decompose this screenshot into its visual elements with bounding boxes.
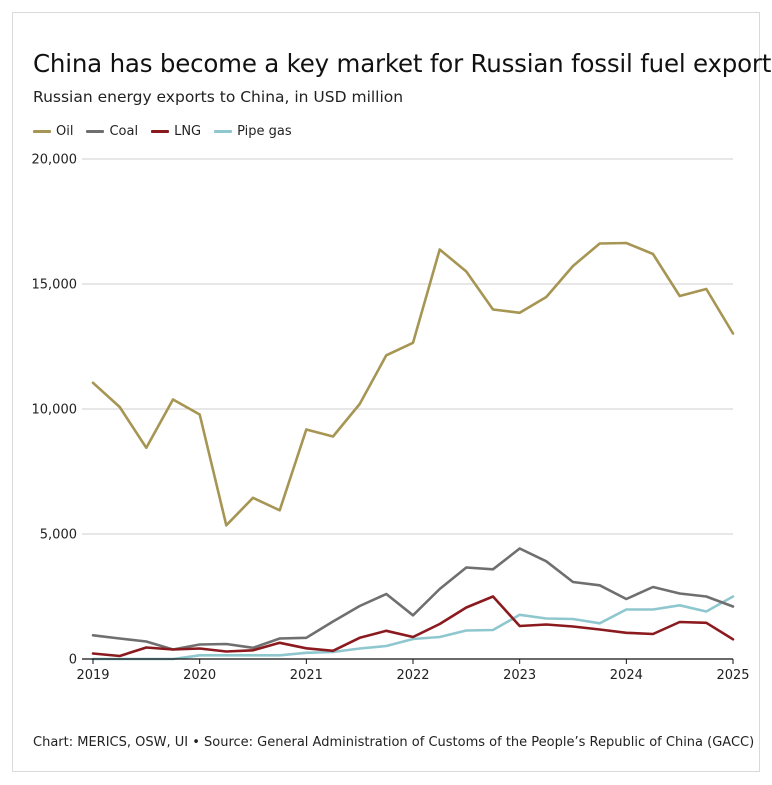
series-line-oil — [91, 241, 735, 527]
x-tick-label-0: 2019 — [76, 668, 109, 683]
y-tick-label-3: 15,000 — [32, 278, 78, 293]
y-tick-label-0: 0 — [69, 653, 77, 668]
legend-item-oil: Oil — [33, 124, 73, 139]
legend-item-pipe-gas: Pipe gas — [214, 124, 292, 139]
chart-frame — [12, 12, 760, 772]
chart-subtitle: Russian energy exports to China, in USD … — [33, 88, 404, 106]
legend-label-pipe-gas: Pipe gas — [237, 123, 292, 139]
x-tick-label-6: 2025 — [716, 668, 749, 683]
series-line-pipe-gas — [91, 595, 735, 661]
x-tick-label-3: 2022 — [396, 668, 429, 683]
x-tick-label-5: 2024 — [610, 668, 643, 683]
y-tick-label-4: 20,000 — [32, 153, 78, 168]
series-line-lng — [91, 595, 735, 658]
y-tick-label-1: 5,000 — [40, 528, 77, 543]
series-line-coal — [91, 547, 735, 651]
chart-legend: Oil Coal LNG Pipe gas — [33, 122, 305, 140]
x-tick-label-4: 2023 — [503, 668, 536, 683]
legend-swatch-coal — [86, 129, 105, 133]
legend-swatch-pipe-gas — [214, 129, 233, 133]
legend-item-coal: Coal — [86, 124, 138, 139]
legend-label-coal: Coal — [109, 123, 139, 139]
x-tick-label-1: 2020 — [183, 668, 216, 683]
legend-item-lng: LNG — [151, 124, 201, 139]
chart-source-note: Chart: MERICS, OSW, UI • Source: General… — [33, 735, 755, 750]
legend-swatch-oil — [33, 129, 51, 133]
legend-label-oil: Oil — [56, 123, 74, 139]
y-tick-label-2: 10,000 — [32, 403, 78, 418]
chart-title: China has become a key market for Russia… — [33, 49, 772, 78]
x-tick-label-2: 2021 — [290, 668, 323, 683]
legend-swatch-lng — [151, 129, 170, 133]
legend-label-lng: LNG — [174, 123, 202, 139]
